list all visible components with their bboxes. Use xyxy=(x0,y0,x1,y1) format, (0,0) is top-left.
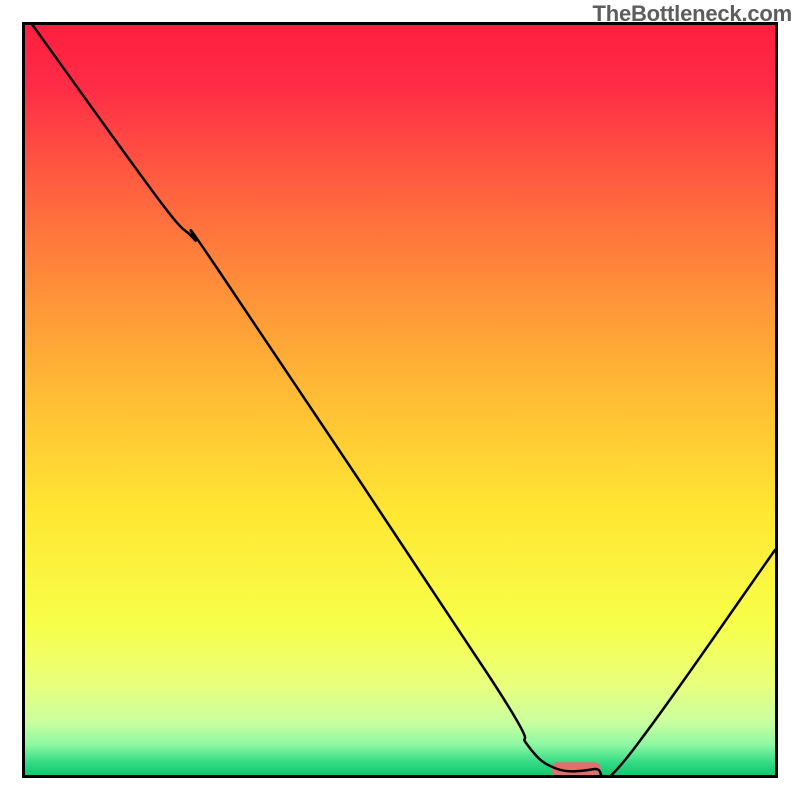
figure-root: TheBottleneck.com xyxy=(0,0,800,800)
watermark-text: TheBottleneck.com xyxy=(592,1,792,27)
chart-svg xyxy=(22,22,778,778)
bottleneck-chart xyxy=(22,22,778,778)
heatmap-background xyxy=(25,25,775,775)
